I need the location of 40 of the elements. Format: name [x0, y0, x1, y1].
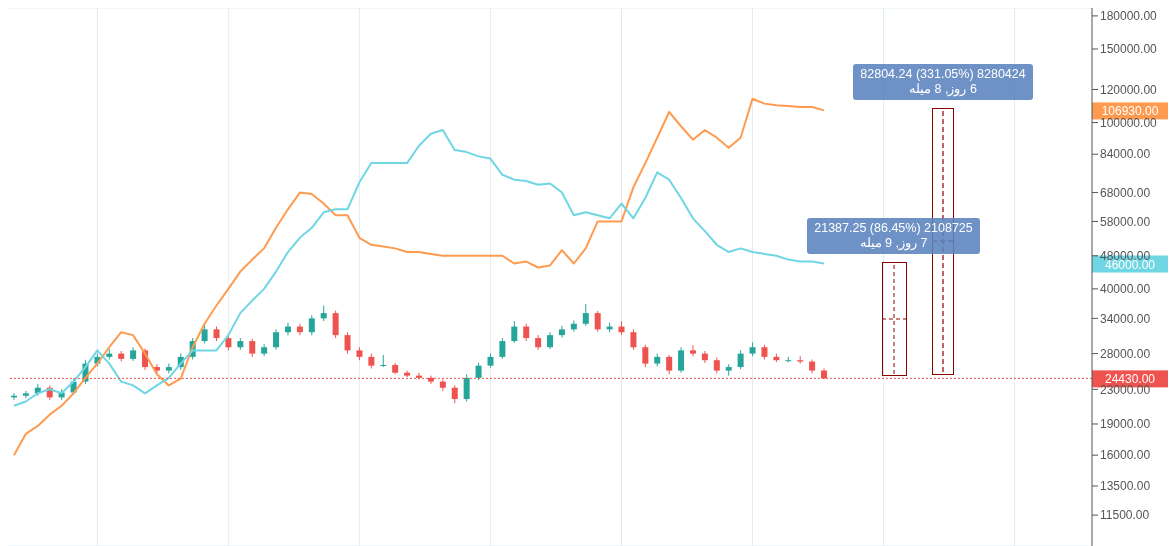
- candlestick: [380, 354, 387, 368]
- candlestick: [165, 363, 172, 374]
- candlestick: [630, 328, 637, 351]
- candlestick: [701, 350, 708, 364]
- candlestick: [737, 349, 744, 370]
- y-tick-label: 19000.00: [1100, 417, 1151, 432]
- candlestick: [558, 325, 565, 338]
- y-tick-label: 34000.00: [1100, 311, 1151, 326]
- y-tick-label: 40000.00: [1100, 282, 1151, 297]
- y-tick-label: 16000.00: [1100, 448, 1151, 463]
- y-tick-label: 23000.00: [1100, 382, 1151, 397]
- annotation: 6 روز, 8 میله: [908, 82, 978, 97]
- annotation: 7 روز, 9 میله: [858, 236, 929, 251]
- y-tick-label: 120000.00: [1100, 82, 1158, 97]
- candlestick: [594, 310, 601, 333]
- candlestick: [642, 344, 649, 368]
- candlestick: [273, 328, 280, 351]
- y-tick-label: 58000.00: [1100, 214, 1151, 229]
- annotation: 21387.25 (86.45%) 2108725: [813, 221, 974, 236]
- candlestick: [511, 320, 518, 344]
- candlestick: [249, 338, 256, 358]
- y-tick-label: 28000.00: [1100, 346, 1151, 361]
- candlestick: [689, 344, 696, 357]
- y-tick-label: 11500.00: [1100, 508, 1150, 523]
- candlestick: [666, 354, 673, 375]
- candlestick: [332, 310, 339, 339]
- candlestick: [582, 303, 589, 327]
- y-tick-label: 13500.00: [1100, 479, 1151, 494]
- y-tick-label: 180000.00: [1100, 9, 1158, 24]
- candlestick: [463, 373, 470, 403]
- y-tick-label: 84000.00: [1100, 147, 1151, 162]
- candlestick: [344, 331, 351, 355]
- y-tick-label: 68000.00: [1100, 185, 1151, 200]
- candlestick: [499, 337, 506, 360]
- candlestick: [201, 324, 208, 345]
- candlestick: [22, 390, 29, 399]
- y-tick-label: 150000.00: [1100, 42, 1158, 57]
- annotation: 82804.24 (331.05%) 8280424: [859, 67, 1027, 82]
- candlestick: [678, 346, 685, 374]
- candlestick: [308, 314, 315, 336]
